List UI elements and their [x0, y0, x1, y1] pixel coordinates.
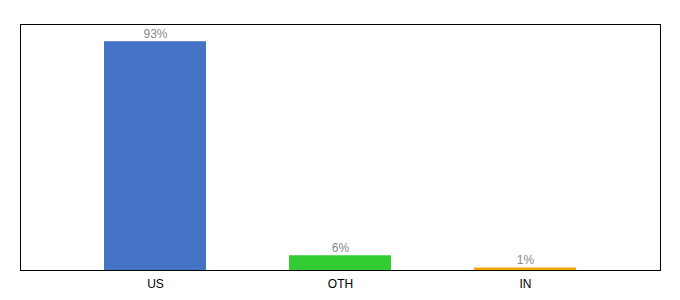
- svg-text:6%: 6%: [332, 241, 350, 255]
- svg-text:OTH: OTH: [328, 277, 353, 291]
- svg-text:US: US: [147, 277, 164, 291]
- svg-text:93%: 93%: [143, 27, 167, 41]
- svg-text:1%: 1%: [517, 253, 535, 267]
- svg-text:IN: IN: [520, 277, 532, 291]
